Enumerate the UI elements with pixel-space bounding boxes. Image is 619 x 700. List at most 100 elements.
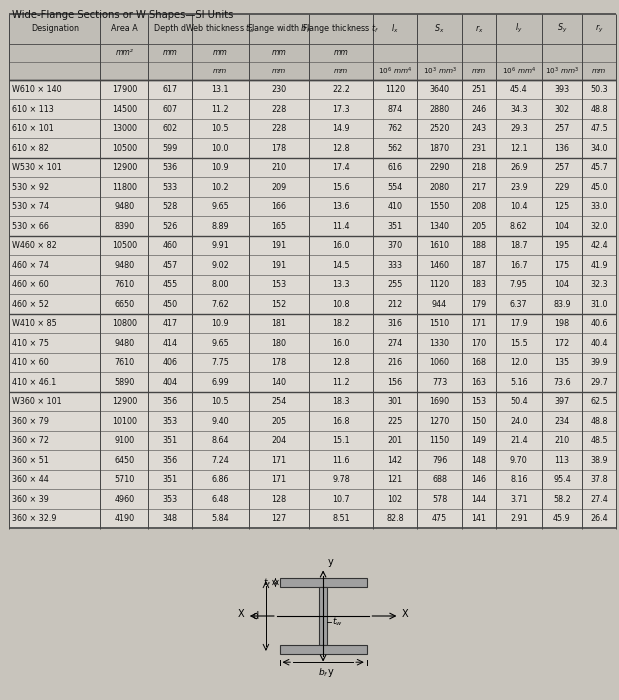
Bar xyxy=(9,197,616,216)
Text: 1120: 1120 xyxy=(385,85,405,94)
Bar xyxy=(9,216,616,236)
Text: 530 × 92: 530 × 92 xyxy=(12,183,49,192)
Text: 37.8: 37.8 xyxy=(591,475,608,484)
Text: 26.9: 26.9 xyxy=(510,163,527,172)
Text: 356: 356 xyxy=(162,397,178,406)
Text: 6450: 6450 xyxy=(115,456,134,465)
Text: 7.62: 7.62 xyxy=(212,300,229,309)
Text: 688: 688 xyxy=(432,475,447,484)
Text: 353: 353 xyxy=(162,495,178,504)
Text: 610 × 82: 610 × 82 xyxy=(12,144,49,153)
Text: 475: 475 xyxy=(432,514,447,523)
Text: 1330: 1330 xyxy=(430,339,449,348)
Text: 58.2: 58.2 xyxy=(553,495,571,504)
Text: 13.1: 13.1 xyxy=(212,85,229,94)
Text: 1060: 1060 xyxy=(430,358,449,368)
Text: 10500: 10500 xyxy=(112,144,137,153)
Text: 10.0: 10.0 xyxy=(212,144,229,153)
Bar xyxy=(9,470,616,489)
Text: $t_w$: $t_w$ xyxy=(332,616,342,629)
Text: 153: 153 xyxy=(472,397,487,406)
Text: 301: 301 xyxy=(387,397,402,406)
Text: 22.2: 22.2 xyxy=(332,85,350,94)
Text: mm: mm xyxy=(163,48,177,57)
Text: 150: 150 xyxy=(472,416,487,426)
Text: 6.86: 6.86 xyxy=(212,475,229,484)
Text: 10800: 10800 xyxy=(112,319,137,328)
Text: 121: 121 xyxy=(387,475,402,484)
Text: 39.9: 39.9 xyxy=(590,358,608,368)
Text: 9480: 9480 xyxy=(115,260,134,270)
Text: 10.5: 10.5 xyxy=(212,124,229,133)
Text: 32.0: 32.0 xyxy=(591,222,608,231)
Text: 175: 175 xyxy=(554,260,569,270)
Text: 18.2: 18.2 xyxy=(332,319,350,328)
Text: 10.8: 10.8 xyxy=(332,300,350,309)
Text: 32.3: 32.3 xyxy=(591,280,608,289)
Text: 40.6: 40.6 xyxy=(591,319,608,328)
Text: 410 × 60: 410 × 60 xyxy=(12,358,48,368)
Text: mm: mm xyxy=(272,68,286,74)
Text: 360 × 51: 360 × 51 xyxy=(12,456,49,465)
Text: 528: 528 xyxy=(162,202,178,211)
Text: 217: 217 xyxy=(472,183,487,192)
Text: 874: 874 xyxy=(387,104,402,113)
Text: 180: 180 xyxy=(272,339,287,348)
Text: 234: 234 xyxy=(555,416,569,426)
Text: $10^3$ mm$^3$: $10^3$ mm$^3$ xyxy=(423,65,456,76)
Text: 11.2: 11.2 xyxy=(212,104,229,113)
Text: 460: 460 xyxy=(162,241,178,250)
Text: Wide-Flange Sections or W Shapes—SI Units: Wide-Flange Sections or W Shapes—SI Unit… xyxy=(12,10,234,20)
Text: 578: 578 xyxy=(432,495,447,504)
Text: $b_f$: $b_f$ xyxy=(318,667,329,679)
Text: 146: 146 xyxy=(472,475,487,484)
Text: 23.9: 23.9 xyxy=(510,183,527,192)
Text: 360 × 79: 360 × 79 xyxy=(12,416,49,426)
Text: 5.84: 5.84 xyxy=(212,514,229,523)
Text: 1870: 1870 xyxy=(430,144,449,153)
Text: 450: 450 xyxy=(162,300,178,309)
Bar xyxy=(9,509,616,528)
Bar xyxy=(9,158,616,177)
Text: 50.3: 50.3 xyxy=(591,85,608,94)
Text: 2880: 2880 xyxy=(430,104,449,113)
Text: 104: 104 xyxy=(555,222,569,231)
Bar xyxy=(9,451,616,470)
Text: 40.4: 40.4 xyxy=(591,339,608,348)
Bar xyxy=(9,431,616,451)
Text: 773: 773 xyxy=(432,378,447,386)
Text: 191: 191 xyxy=(271,260,287,270)
Text: 24.0: 24.0 xyxy=(510,416,527,426)
Text: 156: 156 xyxy=(387,378,402,386)
Text: 410: 410 xyxy=(387,202,402,211)
Text: 5710: 5710 xyxy=(114,475,134,484)
Text: 82.8: 82.8 xyxy=(386,514,404,523)
Text: 351: 351 xyxy=(162,475,178,484)
Text: 210: 210 xyxy=(271,163,287,172)
Text: $10^6$ mm$^4$: $10^6$ mm$^4$ xyxy=(378,65,412,76)
Bar xyxy=(9,177,616,197)
Text: 360 × 44: 360 × 44 xyxy=(12,475,48,484)
Text: 11.6: 11.6 xyxy=(332,456,350,465)
Bar xyxy=(9,314,616,333)
Text: 9.91: 9.91 xyxy=(212,241,229,250)
Text: 616: 616 xyxy=(387,163,402,172)
Text: $r_x$: $r_x$ xyxy=(475,23,483,35)
Text: 356: 356 xyxy=(162,456,178,465)
Text: 228: 228 xyxy=(271,104,287,113)
Text: 460 × 74: 460 × 74 xyxy=(12,260,49,270)
Text: 9.40: 9.40 xyxy=(212,416,229,426)
Text: 16.0: 16.0 xyxy=(332,339,350,348)
Text: 302: 302 xyxy=(555,104,569,113)
Text: W610 × 140: W610 × 140 xyxy=(12,85,61,94)
Text: 15.6: 15.6 xyxy=(332,183,350,192)
Text: 13.6: 13.6 xyxy=(332,202,350,211)
Text: 231: 231 xyxy=(472,144,487,153)
Text: 8.16: 8.16 xyxy=(510,475,527,484)
Text: 45.0: 45.0 xyxy=(591,183,608,192)
Bar xyxy=(9,14,616,44)
Text: 762: 762 xyxy=(387,124,402,133)
Text: 460 × 52: 460 × 52 xyxy=(12,300,49,309)
Text: 10.4: 10.4 xyxy=(510,202,527,211)
Text: 48.5: 48.5 xyxy=(591,436,608,445)
